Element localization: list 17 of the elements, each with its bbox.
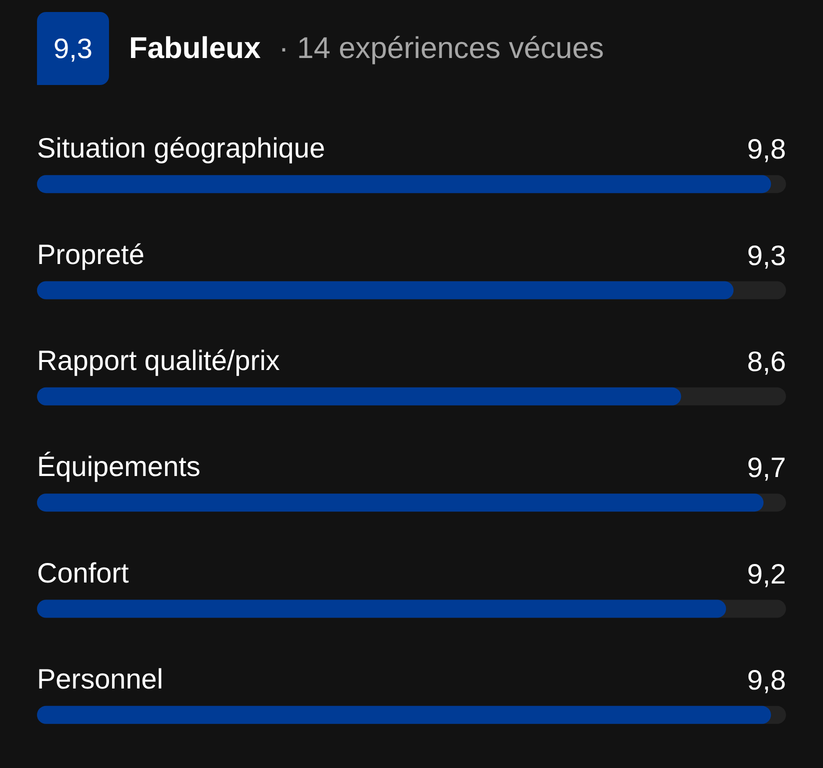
data-label: 9,8 (747, 664, 786, 696)
data-label: 9,8 (747, 134, 786, 165)
text: 9,3 (37, 12, 109, 85)
data-label: 9,7 (747, 452, 786, 484)
y-tick-label: Confort (37, 557, 130, 588)
y-tick-label: Équipements (37, 451, 200, 482)
bar (37, 706, 772, 724)
data-label: 9,3 (747, 240, 786, 271)
data-label: 9,2 (747, 558, 786, 590)
bar (37, 175, 772, 194)
chart-title: Fabuleux (129, 32, 261, 66)
y-tick-label: Situation géographique (37, 132, 326, 164)
chart-subtitle: · 14 expériences vécues (278, 32, 604, 66)
y-tick-label: Personnel (37, 663, 164, 694)
data-label: 8,6 (747, 346, 786, 377)
y-tick-label: Rapport qualité/prix (37, 344, 280, 376)
y-tick-label: Propreté (37, 238, 144, 270)
